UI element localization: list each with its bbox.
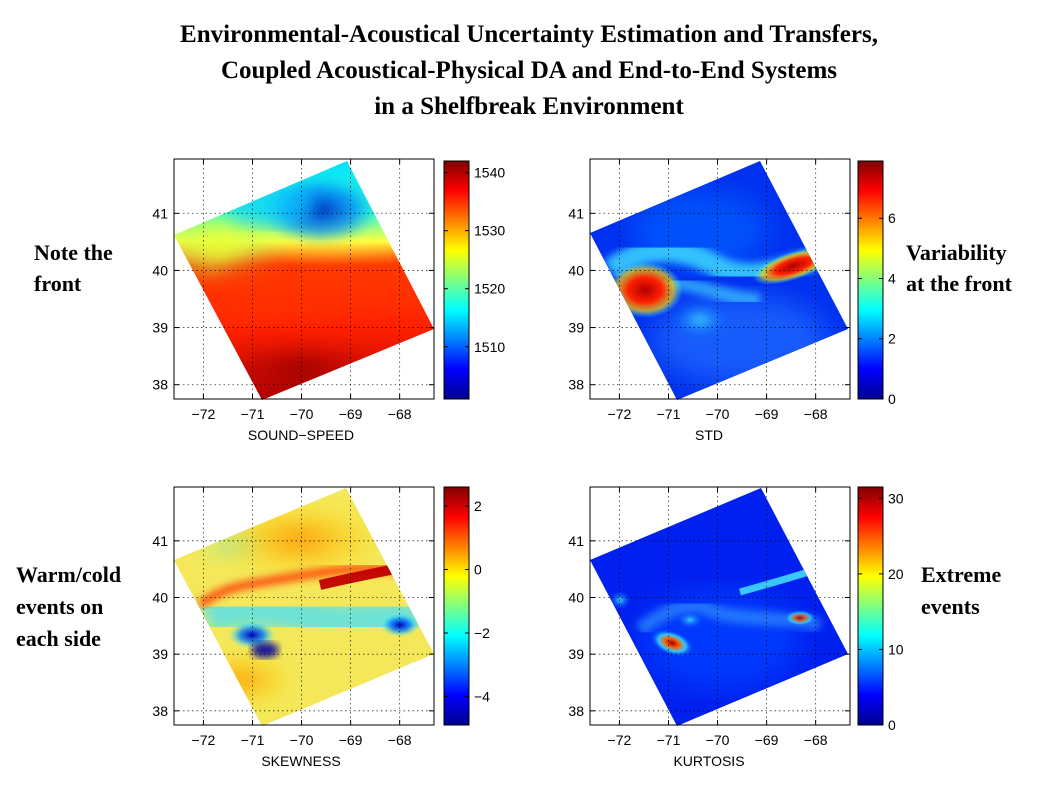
axis-ticks: −72 −71 −70 −69 −68 41 40 39 38 xyxy=(152,159,434,422)
colorbar-tick-label: 4 xyxy=(888,270,896,286)
title-line-3: in a Shelfbreak Environment xyxy=(374,93,684,120)
x-tick-label: −68 xyxy=(804,732,828,748)
y-tick-label: 39 xyxy=(152,646,168,662)
plot-frame xyxy=(173,158,435,400)
title-line-1: Environmental-Acoustical Uncertainty Est… xyxy=(180,21,878,48)
x-tick-label: −68 xyxy=(804,406,828,422)
panel-skewness: −72 −71 −70 −69 −68 41 40 39 38 SKEWNESS 2 0 −2 −4 xyxy=(152,486,490,769)
x-tick-label: −70 xyxy=(706,406,730,422)
annotation-line: Variability xyxy=(906,240,1007,265)
y-tick-label: 41 xyxy=(152,533,168,549)
x-tick-label: −70 xyxy=(706,732,730,748)
colorbar-ticks: 6 4 2 0 xyxy=(858,210,896,407)
x-tick-label: −69 xyxy=(339,406,363,422)
annotation-line: Note the xyxy=(34,240,113,265)
axis-ticks: −72 −71 −70 −69 −68 41 40 39 38 xyxy=(568,159,850,422)
colorbar-ticks: 30 20 10 0 xyxy=(858,490,904,733)
x-tick-label: −68 xyxy=(388,732,412,748)
y-tick-label: 38 xyxy=(568,377,584,393)
plot-frame xyxy=(589,486,851,726)
colorbar-tick-label: 2 xyxy=(474,498,482,514)
y-tick-label: 38 xyxy=(152,377,168,393)
x-tick-label: −71 xyxy=(241,406,265,422)
title-line-2: Coupled Acoustical-Physical DA and End-t… xyxy=(221,57,837,84)
x-tick-label: −69 xyxy=(339,732,363,748)
panel-sound-speed: −72 −71 −70 −69 −68 41 40 39 38 SOUND−SPEED 1540… xyxy=(152,158,505,443)
annotation-variability: Variability at the front xyxy=(906,240,1013,296)
annotation-line: events xyxy=(921,594,980,619)
colorbar-tick-label: 1540 xyxy=(474,165,505,181)
plot-frame xyxy=(173,486,435,726)
colorbar-tick-label: 2 xyxy=(888,331,896,347)
annotation-line: front xyxy=(34,271,82,296)
grid xyxy=(590,159,850,399)
axis-ticks: −72 −71 −70 −69 −68 41 40 39 38 xyxy=(568,487,850,748)
x-tick-label: −69 xyxy=(755,406,779,422)
colorbar xyxy=(443,160,470,400)
colorbar-tick-label: 0 xyxy=(888,391,896,407)
colorbar-tick-label: 20 xyxy=(888,566,904,582)
figure-title: Environmental-Acoustical Uncertainty Est… xyxy=(180,21,878,120)
x-axis-label: KURTOSIS xyxy=(673,753,744,769)
panel-std: −72 −71 −70 −69 −68 41 40 39 38 STD 6 4 2 0 xyxy=(568,158,896,443)
annotation-line: Extreme xyxy=(921,562,1001,587)
x-tick-label: −72 xyxy=(608,732,632,748)
panel-kurtosis: −72 −71 −70 −69 −68 41 40 39 38 KURTOSIS 30 20 10 0 xyxy=(568,486,904,769)
grid xyxy=(174,487,434,725)
x-axis-label: SOUND−SPEED xyxy=(248,427,354,443)
axis-ticks: −72 −71 −70 −69 −68 41 40 39 38 xyxy=(152,487,434,748)
y-tick-label: 39 xyxy=(568,646,584,662)
x-tick-label: −72 xyxy=(192,406,216,422)
x-tick-label: −68 xyxy=(388,406,412,422)
y-tick-label: 41 xyxy=(152,205,168,221)
colorbar-ticks: 1540 1530 1520 1510 xyxy=(444,165,505,355)
colorbar-tick-label: −4 xyxy=(474,688,490,704)
grid xyxy=(174,159,434,399)
colorbar-tick-label: 1510 xyxy=(474,339,505,355)
colorbar-tick-label: 1520 xyxy=(474,281,505,297)
y-tick-label: 39 xyxy=(152,320,168,336)
y-tick-label: 38 xyxy=(152,703,168,719)
plot-frame xyxy=(589,158,851,400)
grid xyxy=(590,487,850,725)
y-tick-label: 40 xyxy=(152,590,168,606)
colorbar-tick-label: −2 xyxy=(474,625,490,641)
annotation-extreme: Extreme events xyxy=(921,562,1001,619)
x-tick-label: −70 xyxy=(290,732,314,748)
y-tick-label: 41 xyxy=(568,205,584,221)
colorbar xyxy=(857,486,884,726)
colorbar-tick-label: 0 xyxy=(474,562,482,578)
colorbar-tick-label: 30 xyxy=(888,490,904,506)
x-tick-label: −70 xyxy=(290,406,314,422)
x-axis-label: SKEWNESS xyxy=(261,753,340,769)
annotation-warm-cold: Warm/cold events on each side xyxy=(16,562,121,651)
colorbar-tick-label: 1530 xyxy=(474,223,505,239)
colorbar xyxy=(443,486,470,726)
colorbar-tick-label: 10 xyxy=(888,641,904,657)
x-tick-label: −72 xyxy=(608,406,632,422)
x-axis-label: STD xyxy=(695,427,723,443)
y-tick-label: 41 xyxy=(568,533,584,549)
colorbar xyxy=(857,160,884,400)
y-tick-label: 40 xyxy=(152,262,168,278)
annotation-line: Warm/cold xyxy=(16,562,121,587)
annotation-line: events on xyxy=(16,594,103,619)
colorbar-tick-label: 0 xyxy=(888,717,896,733)
colorbar-ticks: 2 0 −2 −4 xyxy=(444,498,490,704)
x-tick-label: −71 xyxy=(657,732,681,748)
x-tick-label: −69 xyxy=(755,732,779,748)
x-tick-label: −71 xyxy=(657,406,681,422)
x-tick-label: −72 xyxy=(192,732,216,748)
colorbar-tick-label: 6 xyxy=(888,210,896,226)
y-tick-label: 39 xyxy=(568,320,584,336)
y-tick-label: 40 xyxy=(568,262,584,278)
annotation-line: at the front xyxy=(906,271,1013,296)
x-tick-label: −71 xyxy=(241,732,265,748)
annotation-note-front: Note the front xyxy=(34,240,113,296)
y-tick-label: 40 xyxy=(568,590,584,606)
annotation-line: each side xyxy=(16,626,101,651)
y-tick-label: 38 xyxy=(568,703,584,719)
